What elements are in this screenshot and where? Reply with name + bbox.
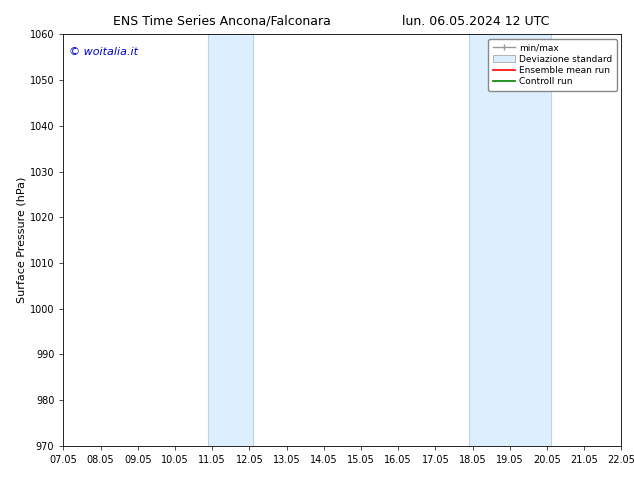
Text: lun. 06.05.2024 12 UTC: lun. 06.05.2024 12 UTC (402, 15, 549, 28)
Text: © woitalia.it: © woitalia.it (69, 47, 138, 57)
Text: ENS Time Series Ancona/Falconara: ENS Time Series Ancona/Falconara (113, 15, 331, 28)
Legend: min/max, Deviazione standard, Ensemble mean run, Controll run: min/max, Deviazione standard, Ensemble m… (488, 39, 617, 91)
Bar (469, 34, 551, 446)
Bar (209, 34, 253, 446)
Y-axis label: Surface Pressure (hPa): Surface Pressure (hPa) (17, 177, 27, 303)
